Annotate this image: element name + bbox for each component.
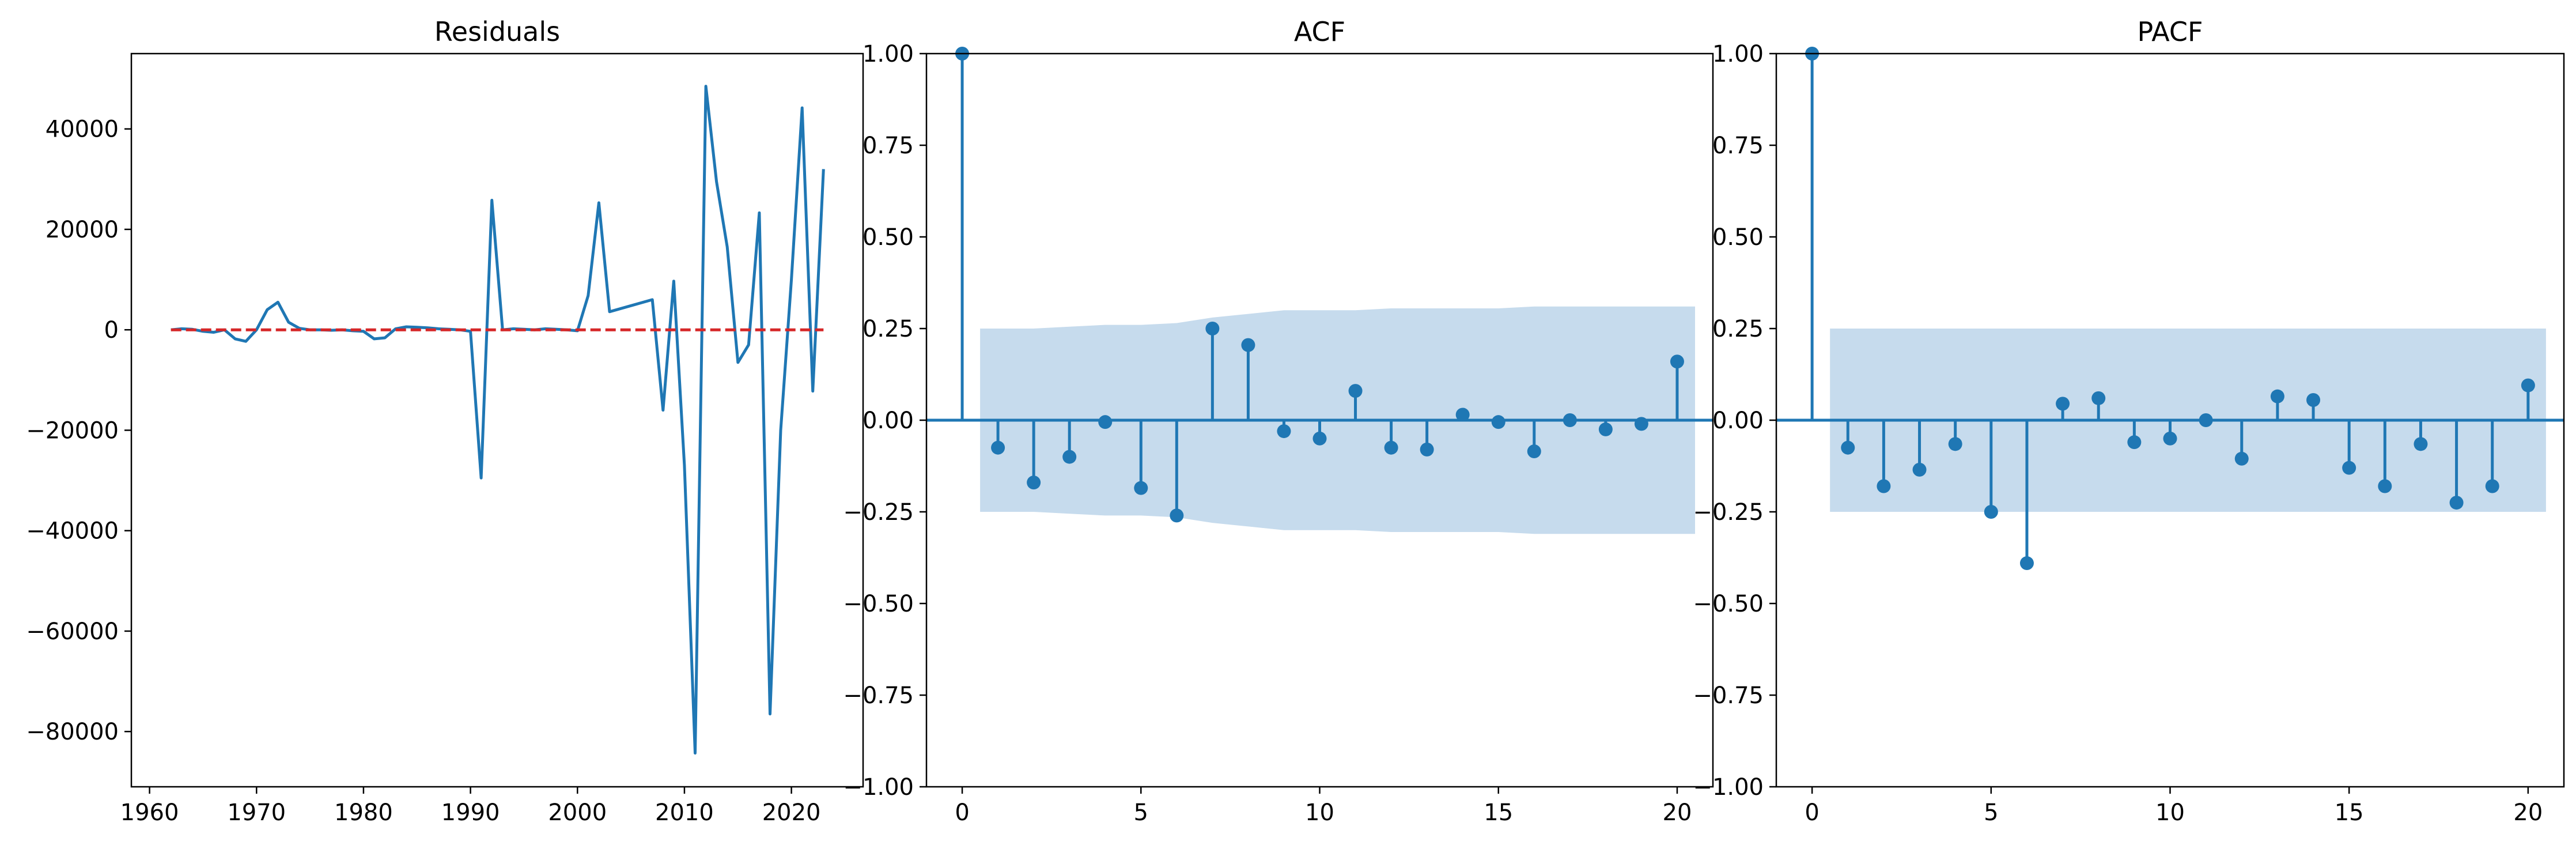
y-tick-label: 0.75 [863,133,914,159]
stem-marker-lag-11 [2199,413,2213,427]
stem-marker-lag-13 [2270,389,2284,403]
x-tick-label: 10 [2155,799,2185,826]
stem-marker-lag-16 [2378,479,2392,493]
y-tick-label: −1.00 [843,774,914,801]
y-tick-label: 0.25 [1712,316,1764,342]
stem-marker-lag-12 [1384,440,1398,455]
stem-marker-lag-8 [2091,391,2106,405]
y-tick-label: −20000 [26,417,119,444]
chart-title: ACF [1294,16,1345,47]
residual-series-line [171,85,825,755]
stem-marker-lag-19 [1634,417,1648,431]
stem-marker-lag-11 [1348,384,1363,398]
stem-marker-lag-7 [1205,322,1220,335]
stem-marker-lag-12 [2234,451,2249,466]
stem-marker-lag-6 [1170,508,1184,523]
y-tick-label: −0.25 [843,499,914,526]
stem-marker-lag-2 [1877,479,1891,493]
stem-marker-lag-9 [1277,424,1291,439]
y-tick-label: 0.00 [863,408,914,434]
x-tick-label: 1960 [120,799,179,826]
stem-marker-lag-15 [2342,461,2356,475]
stem-marker-lag-6 [2019,556,2034,571]
stem-marker-lag-5 [1134,481,1148,495]
y-tick-label: 20000 [46,217,119,243]
stem-marker-lag-19 [2485,479,2499,493]
y-tick-label: 0.50 [863,224,914,251]
y-tick-label: 0.75 [1712,133,1764,159]
stem-marker-lag-4 [1098,415,1113,429]
y-tick-label: 0 [104,317,119,344]
stem-marker-lag-16 [1527,444,1541,459]
stem-marker-lag-17 [2414,437,2428,451]
stem-marker-lag-1 [1841,440,1855,455]
x-tick-label: 2010 [655,799,714,826]
x-tick-label: 0 [1805,799,1819,826]
x-tick-label: 20 [2513,799,2543,826]
stem-marker-lag-14 [1455,408,1470,422]
y-tick-label: −1.00 [1693,774,1764,801]
stem-marker-lag-2 [1027,476,1041,490]
stem-marker-lag-18 [1598,422,1613,436]
stem-marker-lag-5 [1984,505,1998,519]
stem-marker-lag-13 [1420,442,1434,457]
x-tick-label: 5 [1134,799,1148,826]
stem-marker-lag-1 [991,440,1005,455]
x-tick-label: 5 [1984,799,1998,826]
x-tick-label: 15 [1484,799,1513,826]
stem-marker-lag-18 [2449,496,2464,510]
y-tick-label: −0.50 [843,591,914,617]
x-tick-label: 20 [1663,799,1692,826]
y-tick-label: −60000 [26,618,119,645]
y-tick-label: −0.50 [1693,591,1764,617]
y-tick-label: −80000 [26,719,119,745]
stem-marker-lag-4 [1948,437,1962,451]
chart-title: Residuals [434,16,560,47]
y-tick-label: −40000 [26,518,119,545]
y-tick-label: 0.50 [1712,224,1764,251]
x-tick-label: 2000 [548,799,607,826]
stem-marker-lag-10 [2163,431,2177,446]
stem-marker-lag-8 [1241,338,1255,352]
x-tick-label: 15 [2335,799,2364,826]
stem-marker-lag-20 [2521,378,2535,393]
y-tick-label: −0.75 [1693,682,1764,709]
stem-marker-lag-3 [1062,450,1077,464]
pacf-panel: PACF 0 5 10 15 20 1.00 0.75 0.50 0.25 0.00 −0.25 −0.… [1693,16,2565,826]
stem-marker-lag-14 [2306,393,2321,408]
stem-marker-lag-7 [2056,397,2070,411]
stem-marker-lag-9 [2127,435,2142,450]
y-tick-label: 0.00 [1712,408,1764,434]
stem-marker-lag-20 [1670,354,1684,369]
x-tick-label: 1990 [441,799,500,826]
y-tick-label: −0.25 [1693,499,1764,526]
stem-marker-lag-17 [1563,413,1577,427]
y-tick-label: 1.00 [1712,41,1764,67]
x-tick-label: 2020 [762,799,821,826]
y-tick-label: 0.25 [863,316,914,342]
chart-title: PACF [2137,16,2203,47]
stem-marker-lag-15 [1491,415,1505,429]
x-tick-label: 1980 [334,799,393,826]
axes-frame [130,52,864,788]
residuals-panel: Residuals 1960 1970 1980 1990 2000 2010 2020 400… [26,16,864,826]
y-tick-label: 40000 [46,116,119,143]
x-tick-label: 0 [955,799,969,826]
x-tick-label: 1970 [227,799,286,826]
stem-marker-lag-10 [1312,431,1327,446]
stem-marker-lag-3 [1912,462,1927,477]
y-tick-label: 1.00 [863,41,914,67]
x-tick-label: 10 [1305,799,1334,826]
acf-panel: ACF 0 5 10 15 20 1.00 0.75 0.50 0.25 0.00 −0.25 −0.5… [843,16,1714,826]
y-tick-label: −0.75 [843,682,914,709]
